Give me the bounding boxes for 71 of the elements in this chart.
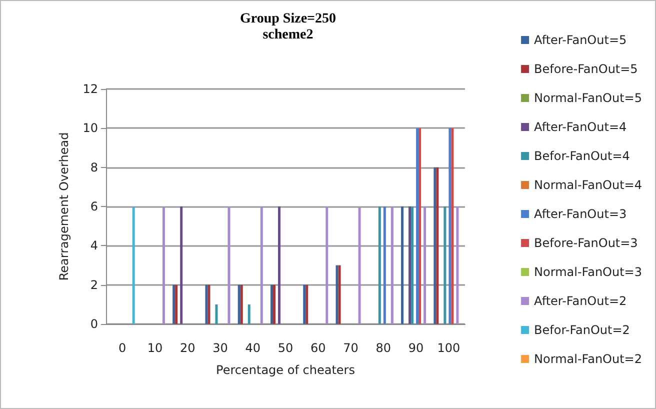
legend-label: Before-FanOut=5 — [534, 62, 638, 76]
legend-label: Normal-FanOut=3 — [534, 265, 642, 279]
x-tick-label: 100 — [437, 341, 460, 355]
legend-label: Before-FanOut=3 — [534, 236, 638, 250]
bar — [132, 206, 135, 324]
bar — [326, 206, 328, 324]
bar — [306, 284, 308, 324]
y-tick-label: 4 — [90, 238, 98, 253]
bar — [418, 128, 422, 324]
y-tick-label: 6 — [90, 200, 98, 214]
legend-label: After-FanOut=2 — [534, 294, 627, 308]
bar — [434, 167, 436, 324]
y-tick-label: 8 — [90, 160, 98, 174]
x-tick-label: 60 — [310, 341, 326, 355]
legend-label: Normal-FanOut=2 — [534, 352, 642, 366]
y-tick-label: 2 — [90, 278, 98, 292]
bar — [205, 284, 208, 324]
bar — [338, 265, 341, 324]
x-tick-label: 10 — [147, 341, 163, 355]
bar — [444, 206, 446, 324]
bar — [162, 206, 165, 324]
legend-label: Normal-FanOut=4 — [534, 178, 642, 192]
x-tick-label: 70 — [343, 341, 358, 355]
bar — [238, 284, 240, 324]
bar — [240, 284, 243, 324]
bar — [175, 284, 178, 324]
x-tick-label: 0 — [118, 341, 126, 355]
bar — [208, 284, 210, 324]
chart-subtitle: scheme2 — [262, 28, 314, 42]
legend-label: Normal-FanOut=5 — [534, 91, 642, 105]
legend-label: After-FanOut=3 — [534, 207, 627, 221]
bar — [424, 206, 426, 324]
bar — [383, 206, 386, 324]
bar — [448, 128, 452, 324]
y-tick-label: 0 — [90, 317, 98, 331]
y-tick-label: 12 — [82, 82, 98, 96]
bar — [278, 206, 280, 324]
x-tick-label: 20 — [180, 341, 196, 355]
bar — [451, 128, 454, 324]
bar — [358, 206, 361, 324]
x-tick-label: 80 — [376, 341, 392, 355]
y-tick-label: 10 — [82, 121, 98, 136]
bar — [411, 206, 414, 324]
x-tick-label: 90 — [408, 341, 424, 355]
bar — [456, 206, 459, 324]
legend-label: Befor-FanOut=2 — [534, 323, 630, 337]
bar — [408, 206, 412, 324]
bar — [378, 206, 381, 324]
bar — [260, 206, 263, 324]
bar — [180, 206, 183, 324]
legend-label: After-FanOut=5 — [534, 33, 627, 47]
legend-label: Befor-FanOut=4 — [534, 149, 630, 163]
bar — [172, 284, 176, 324]
bar — [390, 206, 394, 324]
y-axis-title: Rearragement Overhead — [57, 132, 71, 281]
bar — [416, 128, 419, 324]
x-tick-label: 50 — [278, 341, 294, 355]
bar — [215, 304, 218, 324]
x-tick-label: 30 — [212, 341, 228, 355]
bar — [272, 284, 276, 324]
x-axis-title: Percentage of cheaters — [216, 363, 355, 377]
bar — [401, 206, 404, 324]
bar — [303, 284, 306, 324]
bar — [336, 265, 338, 324]
legend-label: After-FanOut=4 — [534, 120, 627, 134]
x-tick-label: 40 — [245, 341, 261, 355]
bar — [228, 206, 230, 324]
bar — [436, 167, 439, 324]
bar — [248, 304, 250, 324]
bar — [270, 284, 273, 324]
chart-title: Group Size=250 — [240, 12, 336, 26]
